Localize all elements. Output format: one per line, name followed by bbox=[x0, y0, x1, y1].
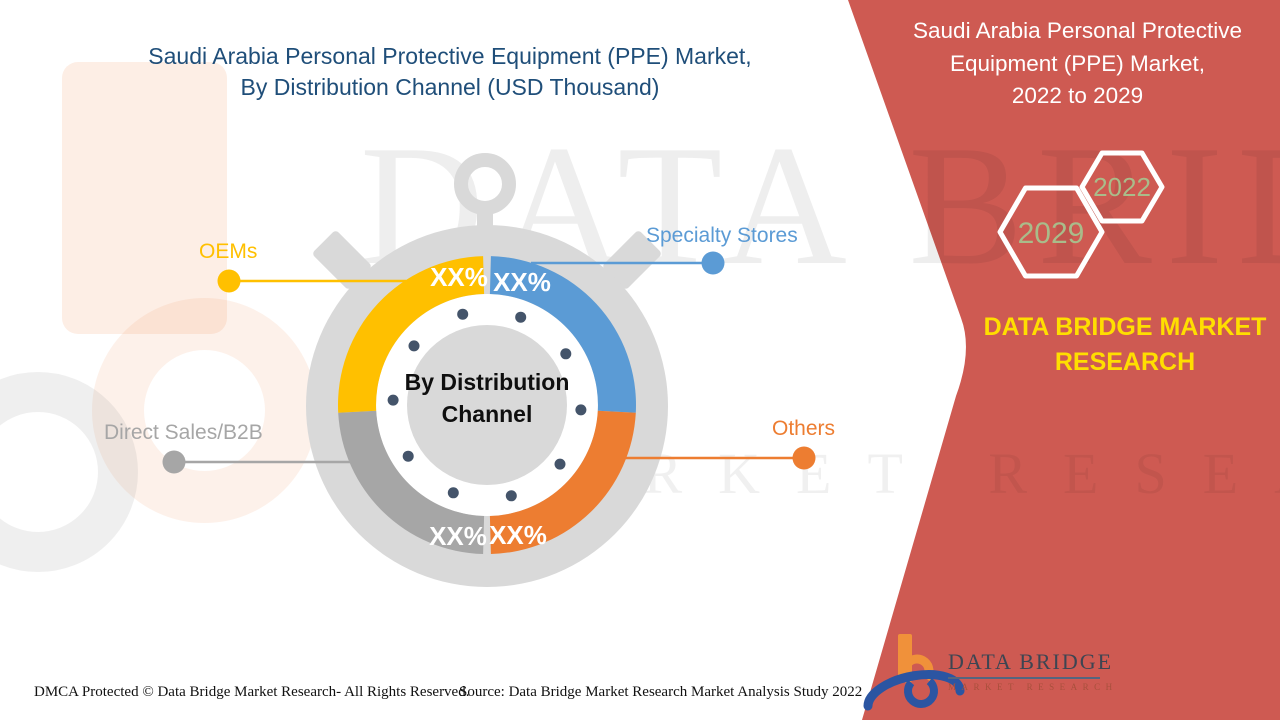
callout-label-direct-sales: Direct Sales/B2B bbox=[104, 421, 263, 444]
logo-rule bbox=[948, 677, 1100, 679]
background-logo-watermark-bar bbox=[62, 62, 227, 334]
hexagon-2029-label: 2029 bbox=[1018, 217, 1085, 250]
red-panel-shape bbox=[848, 0, 1280, 720]
hexagon-2029 bbox=[997, 185, 1105, 279]
callout-label-others: Others bbox=[772, 417, 836, 440]
logo-d-bowl bbox=[904, 674, 938, 708]
stopwatch-crown-ring bbox=[454, 153, 516, 215]
logo-name: DATA BRIDGE bbox=[948, 649, 1114, 674]
leader-dot-others bbox=[792, 446, 816, 470]
chart-title-line2: By Distribution Channel (USD Thousand) bbox=[240, 73, 660, 100]
data-bridge-logo-mark bbox=[863, 634, 965, 711]
brand-name-line1: DATA BRIDGE MARKET bbox=[983, 313, 1267, 341]
leader-dot-specialty-stores bbox=[701, 251, 725, 275]
callout-label-specialty-stores: Specialty Stores bbox=[646, 224, 798, 247]
footer-dmca: DMCA Protected © Data Bridge Market Rese… bbox=[34, 684, 470, 700]
value-label-specialty-stores: XX% bbox=[493, 267, 551, 297]
hexagon-2022 bbox=[1079, 150, 1165, 224]
value-label-oems: XX% bbox=[430, 262, 488, 292]
donut-center-label: By Distribution Channel bbox=[377, 366, 597, 430]
footer-source: Source: Data Bridge Market Research Mark… bbox=[459, 684, 863, 700]
panel-title-line3: 2022 to 2029 bbox=[1011, 83, 1144, 109]
donut-center-label-line1: By Distribution bbox=[404, 369, 570, 395]
panel-title-line2: Equipment (PPE) Market, bbox=[949, 50, 1206, 76]
clock-dots bbox=[387, 308, 587, 502]
callout-label-oems: OEMs bbox=[199, 240, 258, 263]
value-label-direct-sales: XX% bbox=[429, 521, 487, 551]
stopwatch-right-button bbox=[603, 231, 661, 289]
chart-title-line1: Saudi Arabia Personal Protective Equipme… bbox=[148, 43, 752, 69]
segment-oems bbox=[337, 256, 485, 413]
data-bridge-logo-text: DATA BRIDGE MARKET RESEARCH bbox=[948, 649, 1118, 692]
leader-dot-direct-sales bbox=[162, 450, 186, 474]
panel-title: Saudi Arabia Personal Protective Equipme… bbox=[900, 15, 1255, 113]
segment-direct-sales-b2b bbox=[338, 410, 485, 554]
brand-name-line2: RESEARCH bbox=[1054, 347, 1196, 376]
panel-title-line1: Saudi Arabia Personal Protective bbox=[913, 18, 1242, 43]
leader-dot-oems bbox=[217, 269, 241, 293]
brand-name: DATA BRIDGE MARKET RESEARCH bbox=[960, 310, 1280, 379]
chart-title: Saudi Arabia Personal Protective Equipme… bbox=[80, 41, 820, 102]
segment-others bbox=[489, 410, 636, 554]
value-label-others: XX% bbox=[489, 520, 547, 550]
donut-center-circle bbox=[407, 325, 567, 485]
stopwatch-stem bbox=[477, 204, 493, 232]
donut-center-label-line2: Channel bbox=[441, 401, 533, 428]
logo-tagline: MARKET RESEARCH bbox=[948, 682, 1118, 692]
segment-specialty-stores bbox=[489, 256, 637, 413]
hexagon-2022-label: 2022 bbox=[1093, 172, 1151, 202]
logo-swoosh bbox=[863, 670, 965, 711]
stopwatch-left-button bbox=[313, 231, 371, 289]
